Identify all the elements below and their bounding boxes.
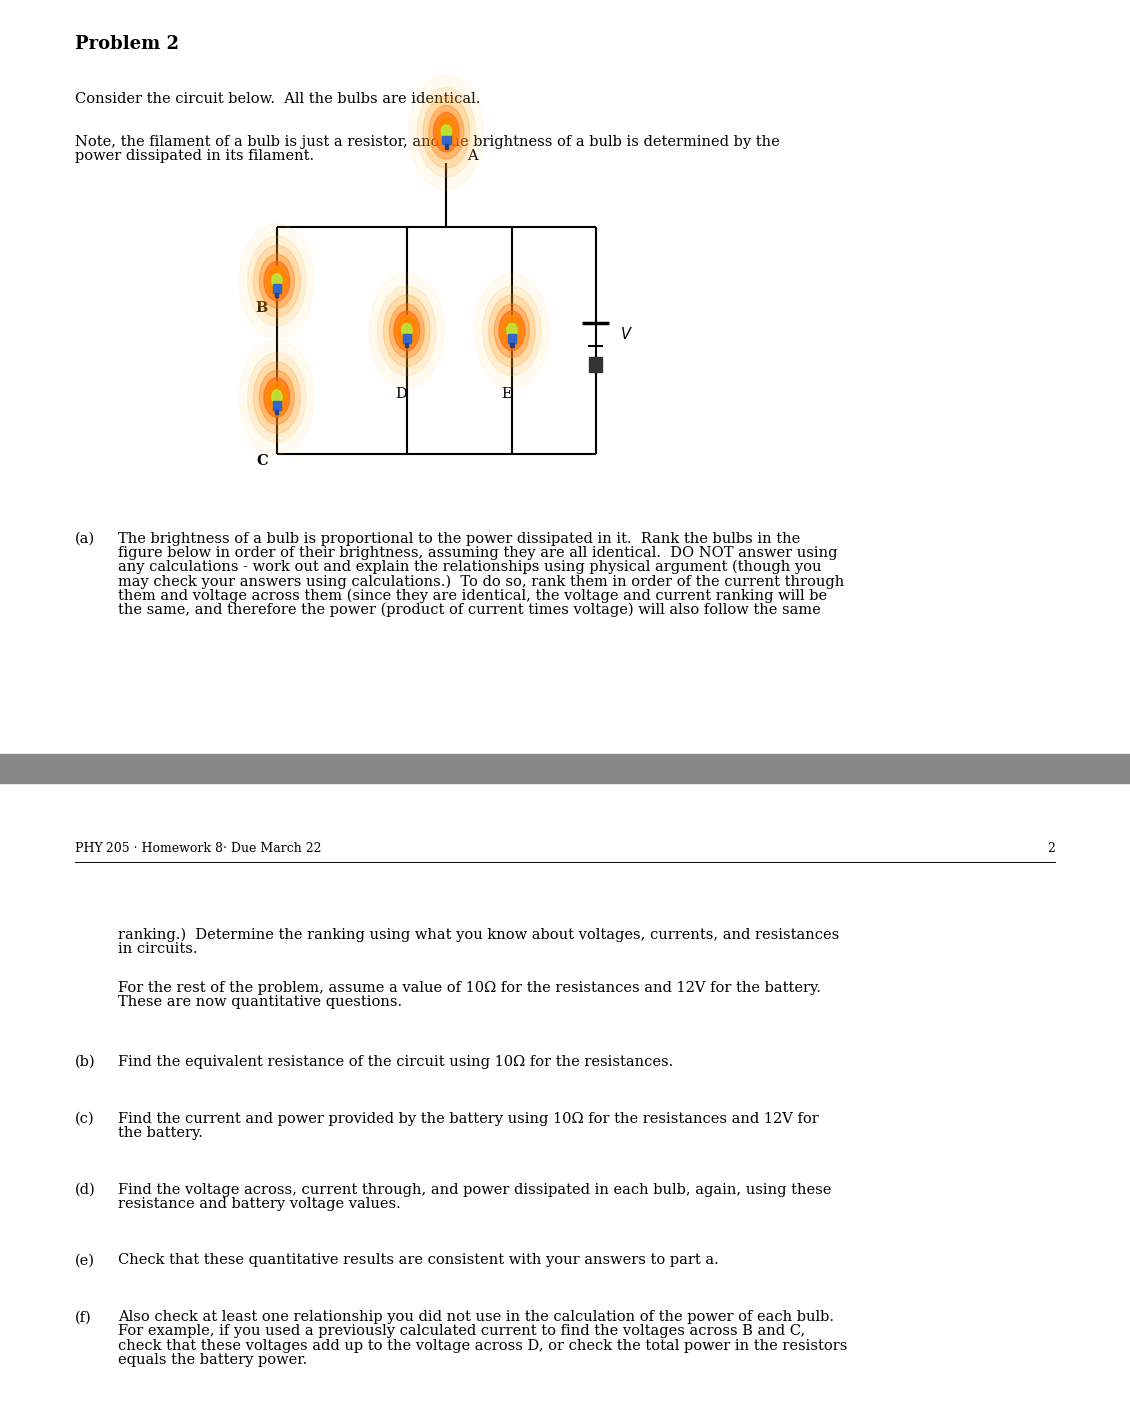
Ellipse shape [488,295,536,367]
Text: Find the equivalent resistance of the circuit using 10Ω for the resistances.: Find the equivalent resistance of the ci… [118,1055,673,1069]
Text: 2: 2 [1048,842,1055,855]
Text: resistance and battery voltage values.: resistance and battery voltage values. [118,1197,401,1211]
Ellipse shape [494,303,530,357]
Text: them and voltage across them (since they are identical, the voltage and current : them and voltage across them (since they… [118,588,827,603]
Circle shape [271,274,282,286]
Bar [589,357,602,372]
Circle shape [441,125,452,138]
Text: (f): (f) [75,1310,92,1324]
Text: C: C [257,454,268,468]
Bar [507,335,516,343]
Text: ranking.)  Determine the ranking using what you know about voltages, currents, a: ranking.) Determine the ranking using wh… [118,927,840,942]
Ellipse shape [259,370,295,424]
Ellipse shape [502,316,522,346]
Circle shape [271,390,282,403]
Text: A: A [467,149,477,163]
Ellipse shape [483,286,541,376]
Bar [272,285,281,294]
Ellipse shape [397,316,417,346]
Ellipse shape [409,75,484,190]
Text: the same, and therefore the power (product of current times voltage) will also f: the same, and therefore the power (produ… [118,603,820,617]
Ellipse shape [264,261,289,301]
Bar [511,343,513,347]
Text: (d): (d) [75,1183,96,1197]
Ellipse shape [247,237,306,326]
Circle shape [401,323,412,336]
Circle shape [506,323,518,336]
Text: For example, if you used a previously calculated current to find the voltages ac: For example, if you used a previously ca… [118,1324,806,1339]
Ellipse shape [499,311,524,350]
Ellipse shape [475,274,549,389]
Ellipse shape [417,88,476,177]
Ellipse shape [389,303,425,357]
Text: Find the voltage across, current through, and power dissipated in each bulb, aga: Find the voltage across, current through… [118,1183,832,1197]
Text: E: E [501,387,512,401]
Ellipse shape [253,245,301,318]
Ellipse shape [423,96,470,169]
Text: power dissipated in its filament.: power dissipated in its filament. [75,149,314,163]
Bar [276,410,278,414]
Ellipse shape [434,112,459,152]
Ellipse shape [240,224,314,339]
Text: The brightness of a bulb is proportional to the power dissipated in it.  Rank th: The brightness of a bulb is proportional… [118,532,800,546]
Bar [445,145,447,149]
Ellipse shape [394,311,419,350]
Ellipse shape [436,118,457,147]
Text: Find the current and power provided by the battery using 10Ω for the resistances: Find the current and power provided by t… [118,1112,819,1126]
Text: B: B [255,301,268,315]
Bar [0,754,1130,783]
Ellipse shape [240,340,314,455]
Text: Note, the filament of a bulb is just a resistor, and the brightness of a bulb is: Note, the filament of a bulb is just a r… [75,135,780,149]
Ellipse shape [259,254,295,308]
Text: These are now quantitative questions.: These are now quantitative questions. [118,995,402,1010]
Ellipse shape [267,383,287,413]
Ellipse shape [267,267,287,296]
Ellipse shape [377,286,436,376]
Text: Check that these quantitative results are consistent with your answers to part a: Check that these quantitative results ar… [118,1254,719,1268]
Text: PHY 205 · Homework 8· Due March 22: PHY 205 · Homework 8· Due March 22 [75,842,322,855]
Ellipse shape [428,105,464,159]
Text: (b): (b) [75,1055,96,1069]
Text: in circuits.: in circuits. [118,942,198,956]
Text: Also check at least one relationship you did not use in the calculation of the p: Also check at least one relationship you… [118,1310,834,1324]
Bar [442,136,451,145]
Ellipse shape [264,377,289,417]
Text: (c): (c) [75,1112,95,1126]
Bar [272,401,281,410]
Text: Consider the circuit below.  All the bulbs are identical.: Consider the circuit below. All the bulb… [75,92,480,106]
Ellipse shape [383,295,431,367]
Bar [402,335,411,343]
Text: may check your answers using calculations.)  To do so, rank them in order of the: may check your answers using calculation… [118,574,844,588]
Ellipse shape [370,274,444,389]
Bar [276,294,278,298]
Text: figure below in order of their brightness, assuming they are all identical.  DO : figure below in order of their brightnes… [118,546,837,560]
Ellipse shape [247,353,306,442]
Text: equals the battery power.: equals the battery power. [118,1353,307,1367]
Text: Problem 2: Problem 2 [75,35,179,54]
Ellipse shape [253,362,301,434]
Text: (a): (a) [75,532,95,546]
Text: $V$: $V$ [620,326,633,342]
Text: D: D [396,387,407,401]
Text: For the rest of the problem, assume a value of 10Ω for the resistances and 12V f: For the rest of the problem, assume a va… [118,981,820,995]
Text: any calculations - work out and explain the relationships using physical argumen: any calculations - work out and explain … [118,560,822,574]
Text: check that these voltages add up to the voltage across D, or check the total pow: check that these voltages add up to the … [118,1339,848,1353]
Text: (e): (e) [75,1254,95,1268]
Text: the battery.: the battery. [118,1126,202,1140]
Bar [406,343,408,347]
